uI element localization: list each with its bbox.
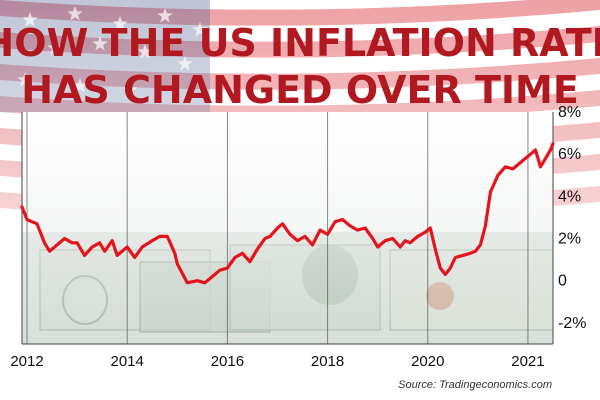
y-tick-label: 0 — [558, 273, 567, 290]
x-tick-label: 2018 — [311, 353, 344, 370]
y-tick-label: 8% — [558, 104, 581, 121]
x-tick-label: 2021 — [511, 353, 544, 370]
money-backdrop — [22, 112, 553, 344]
series-layer — [20, 142, 555, 285]
x-tick-label: 2016 — [211, 353, 244, 370]
y-tick-label: 6% — [558, 146, 581, 163]
title-line-1: HOW THE US INFLATION RATE — [0, 21, 600, 65]
axes — [21, 112, 554, 345]
x-tick-label: 2014 — [111, 353, 144, 370]
y-tick-label: 2% — [558, 231, 581, 248]
y-tick-label: 4% — [558, 188, 581, 205]
inflation-rate-line — [20, 142, 555, 285]
gridlines — [26, 112, 529, 344]
source-note: Source: Tradingeconomics.com — [398, 379, 552, 391]
x-axis-ticks: 2012 2014 2016 2018 2020 2021 — [10, 353, 544, 370]
y-tick-label: -2% — [558, 315, 586, 332]
x-tick-label: 2012 — [10, 353, 43, 370]
chart-title: HOW THE US INFLATION RATE HAS CHANGED OV… — [0, 21, 600, 112]
y-axis-ticks: 8% 6% 4% 2% 0 -2% — [558, 104, 586, 332]
title-line-2: HAS CHANGED OVER TIME — [21, 68, 579, 112]
x-tick-label: 2020 — [411, 353, 444, 370]
